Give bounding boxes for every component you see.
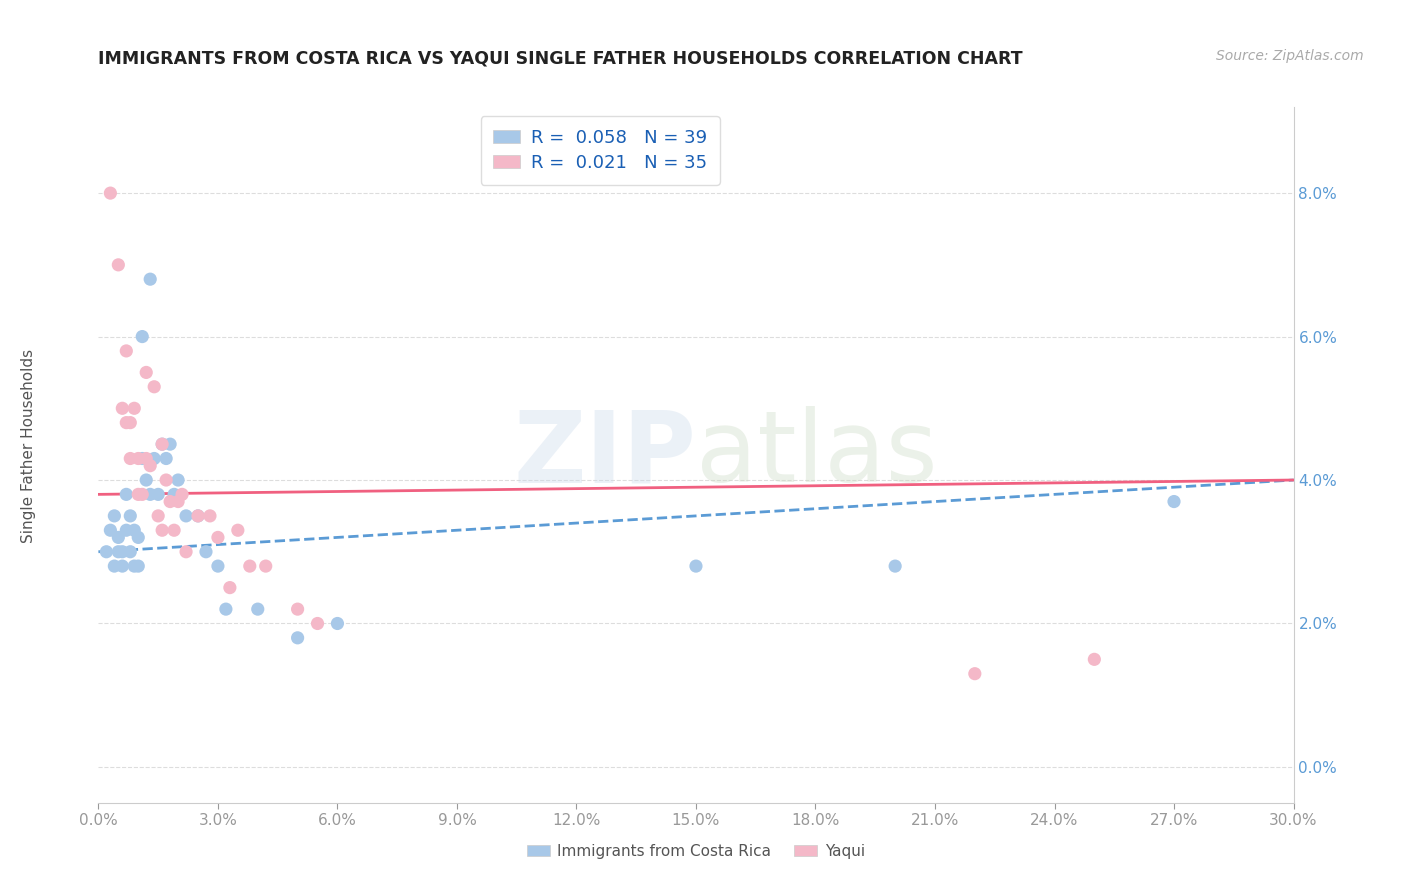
Point — [246, 602, 269, 616]
Point — [287, 631, 309, 645]
Point — [127, 559, 149, 574]
Point — [115, 416, 138, 430]
Point — [254, 559, 277, 574]
Point — [115, 487, 138, 501]
Point — [307, 616, 329, 631]
Point — [96, 545, 118, 559]
Point — [1163, 494, 1185, 508]
Point — [884, 559, 907, 574]
Point — [163, 523, 186, 537]
Point — [139, 272, 162, 286]
Point — [215, 602, 238, 616]
Point — [143, 380, 166, 394]
Point — [135, 366, 157, 380]
Point — [120, 545, 142, 559]
Point — [685, 559, 707, 574]
Point — [111, 545, 134, 559]
Point — [124, 401, 146, 416]
Point — [159, 437, 181, 451]
Point — [120, 508, 142, 523]
Point — [139, 487, 162, 501]
Point — [194, 545, 218, 559]
Point — [174, 545, 197, 559]
Point — [143, 451, 166, 466]
Text: atlas: atlas — [696, 407, 938, 503]
Point — [163, 487, 186, 501]
Point — [167, 494, 190, 508]
Point — [326, 616, 349, 631]
Point — [103, 559, 125, 574]
Point — [135, 451, 157, 466]
Point — [207, 559, 229, 574]
Point — [139, 458, 162, 473]
Point — [148, 508, 170, 523]
Point — [187, 508, 209, 523]
Point — [135, 473, 157, 487]
Point — [111, 559, 134, 574]
Point — [115, 523, 138, 537]
Point — [174, 508, 197, 523]
Point — [124, 523, 146, 537]
Point — [127, 487, 149, 501]
Point — [131, 451, 153, 466]
Text: ZIP: ZIP — [513, 407, 696, 503]
Point — [103, 508, 125, 523]
Point — [107, 545, 129, 559]
Point — [198, 508, 221, 523]
Point — [98, 186, 122, 200]
Text: IMMIGRANTS FROM COSTA RICA VS YAQUI SINGLE FATHER HOUSEHOLDS CORRELATION CHART: IMMIGRANTS FROM COSTA RICA VS YAQUI SING… — [98, 49, 1024, 67]
Legend: Immigrants from Costa Rica, Yaqui: Immigrants from Costa Rica, Yaqui — [520, 838, 872, 864]
Point — [120, 416, 142, 430]
Point — [127, 530, 149, 544]
Point — [148, 487, 170, 501]
Point — [120, 451, 142, 466]
Point — [155, 451, 177, 466]
Point — [150, 437, 173, 451]
Point — [963, 666, 986, 681]
Point — [150, 523, 173, 537]
Point — [107, 258, 129, 272]
Point — [287, 602, 309, 616]
Text: Single Father Households: Single Father Households — [21, 349, 35, 543]
Point — [107, 530, 129, 544]
Point — [150, 437, 173, 451]
Point — [124, 559, 146, 574]
Text: Source: ZipAtlas.com: Source: ZipAtlas.com — [1216, 49, 1364, 63]
Point — [155, 473, 177, 487]
Point — [187, 508, 209, 523]
Point — [131, 487, 153, 501]
Point — [172, 487, 194, 501]
Point — [115, 343, 138, 358]
Point — [131, 329, 153, 343]
Point — [239, 559, 262, 574]
Point — [1083, 652, 1105, 666]
Point — [167, 473, 190, 487]
Point — [159, 494, 181, 508]
Point — [207, 530, 229, 544]
Point — [127, 451, 149, 466]
Point — [98, 523, 122, 537]
Point — [111, 401, 134, 416]
Point — [226, 523, 249, 537]
Point — [219, 581, 242, 595]
